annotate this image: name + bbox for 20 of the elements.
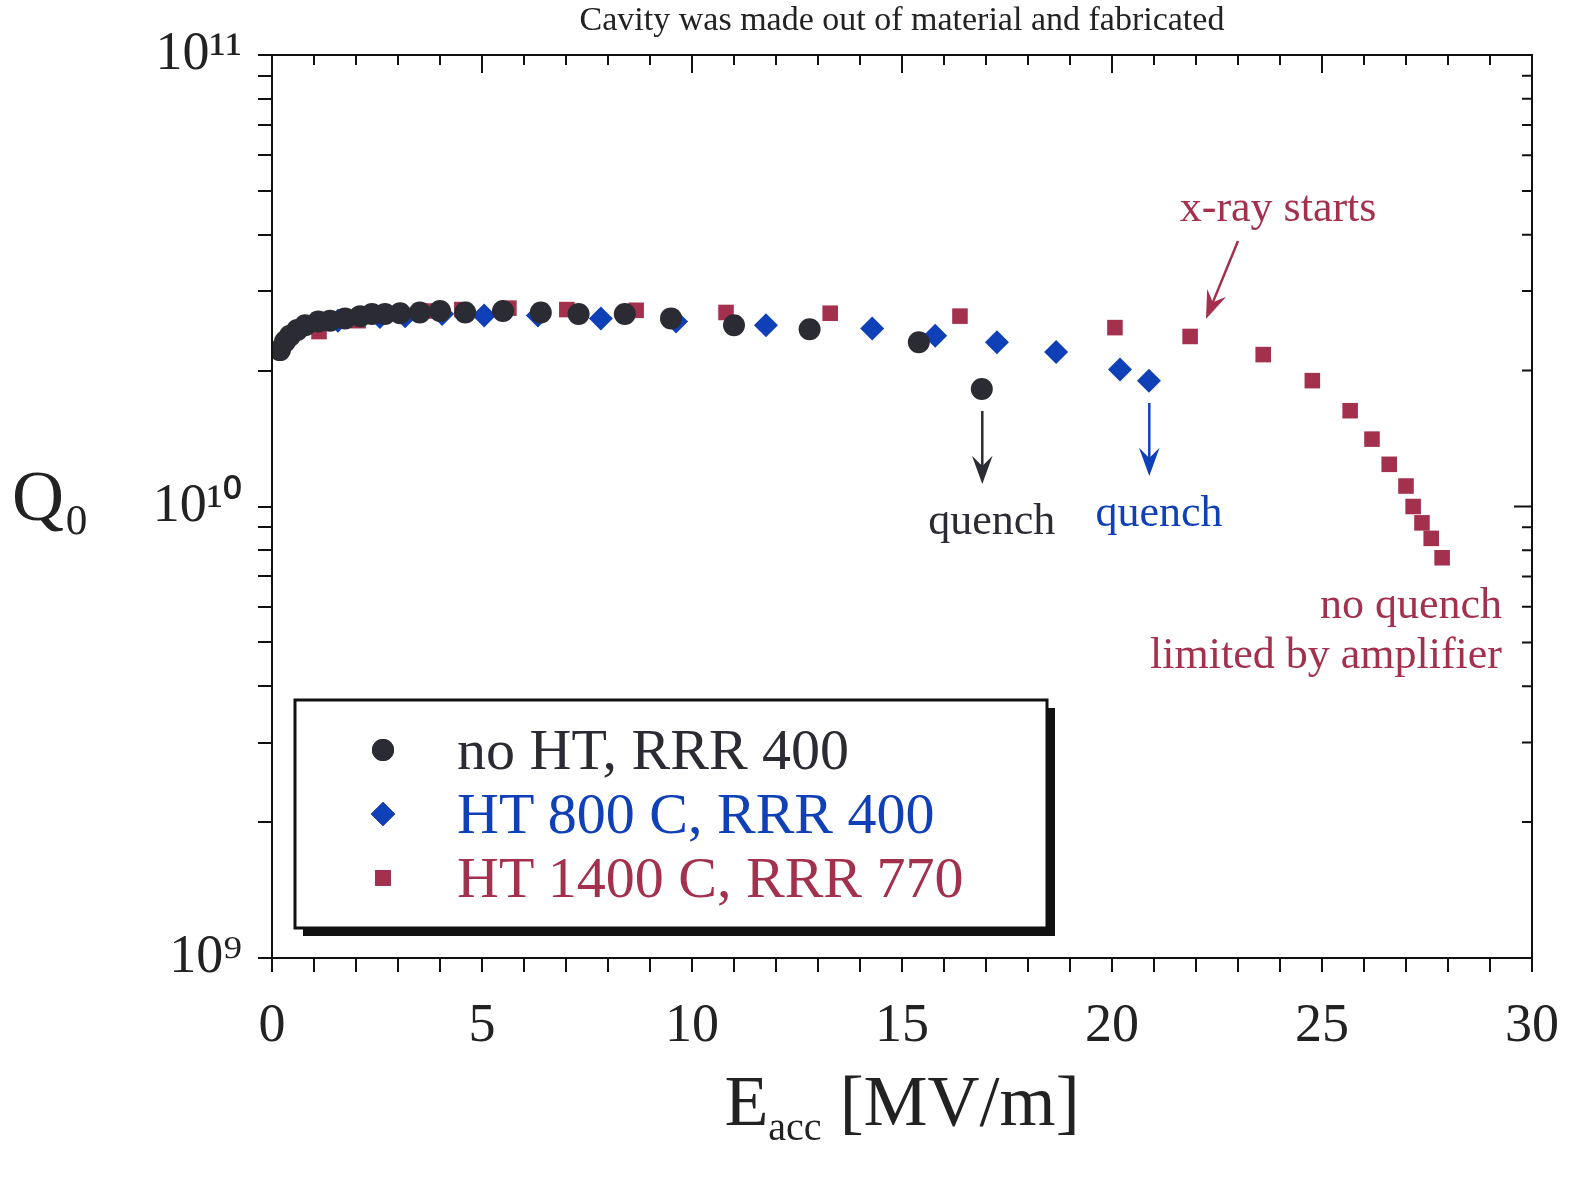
legend-label: HT 1400 C, RRR 770: [457, 845, 964, 911]
chart-title: Cavity was made out of material and fabricated: [578, 0, 1226, 38]
y-tick-label: 10¹⁰: [152, 472, 242, 533]
legend-label: no HT, RRR 400: [457, 717, 850, 783]
annotation: quench: [1095, 486, 1223, 536]
x-tick-label: 10: [665, 992, 719, 1053]
x-tick-label: 30: [1505, 992, 1559, 1053]
y-axis-title: Q₀: [12, 455, 90, 538]
annotation: x-ray starts: [1179, 182, 1377, 232]
annotation: quench: [928, 495, 1056, 545]
y-tick-label: 10⁹: [169, 924, 242, 985]
x-tick-label: 0: [258, 992, 286, 1053]
y-tick-label: 10¹¹: [155, 21, 242, 82]
x-tick-label: 15: [875, 992, 929, 1053]
legend-label: HT 800 C, RRR 400: [457, 781, 935, 847]
x-tick-label: 25: [1295, 992, 1349, 1053]
x-tick-label: 5: [468, 992, 496, 1053]
x-axis-title: E$_{acc}$ [MV/m]: [723, 1060, 1081, 1151]
annotation: no quench limited by amplifier: [1150, 578, 1503, 678]
x-tick-label: 20: [1085, 992, 1139, 1053]
